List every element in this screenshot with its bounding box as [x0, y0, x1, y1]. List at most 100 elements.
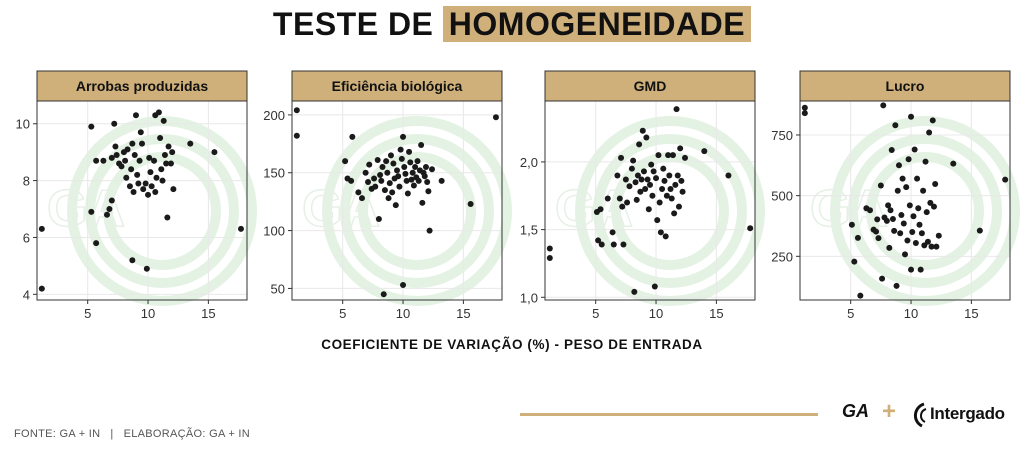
page-title: TESTE DE HOMOGENEIDADE: [0, 6, 1024, 43]
data-point: [917, 266, 924, 273]
data-point: [892, 122, 899, 129]
data-point: [848, 221, 855, 228]
data-point: [851, 258, 858, 265]
data-point: [153, 174, 160, 181]
data-point: [408, 176, 415, 183]
title-highlight: HOMOGENEIDADE: [442, 6, 752, 42]
data-point: [167, 160, 174, 167]
data-point: [616, 195, 623, 202]
data-point: [146, 154, 153, 161]
x-tick-label: 5: [339, 306, 346, 321]
data-point: [293, 107, 300, 114]
y-tick-label: 6: [23, 230, 30, 245]
data-point: [918, 230, 925, 237]
data-point: [426, 227, 433, 234]
watermark-arc: [358, 152, 476, 270]
data-point: [926, 129, 933, 136]
data-point: [111, 120, 118, 127]
footer-elaboration: ELABORAÇÃO: GA + IN: [123, 428, 251, 440]
y-tick-label: 100: [263, 224, 285, 239]
x-tick-label: 10: [396, 306, 410, 321]
y-tick-label: 1,5: [520, 223, 538, 238]
footer-source: FONTE: GA + IN: [14, 428, 101, 440]
x-tick-label: 5: [592, 306, 599, 321]
data-point: [389, 189, 396, 196]
y-tick-label: 250: [771, 249, 793, 264]
data-point: [170, 186, 177, 193]
data-point: [880, 102, 887, 109]
data-point: [379, 163, 386, 170]
plus-sign: +: [882, 398, 897, 425]
y-tick-label: 200: [263, 108, 285, 123]
data-point: [663, 192, 670, 199]
scatter-panels: Arrobas produzidas GA 5 10 15 4 6 8 10 Eficiência…: [16, 70, 1020, 321]
data-point: [645, 206, 652, 213]
data-point: [626, 183, 633, 190]
panel-title-3: GMD: [634, 78, 667, 94]
data-point: [650, 168, 657, 175]
data-point: [145, 191, 152, 198]
data-point: [637, 188, 644, 195]
data-point: [381, 187, 388, 194]
x-tick-label: 10: [141, 306, 155, 321]
data-point: [157, 134, 164, 141]
data-point: [903, 184, 910, 191]
data-point: [135, 180, 142, 187]
data-point: [610, 241, 617, 248]
data-point: [920, 187, 927, 194]
data-point: [187, 140, 194, 147]
data-point: [380, 291, 387, 298]
footer: FONTE: GA + IN | ELABORAÇÃO: GA + IN: [14, 428, 250, 440]
data-point: [659, 185, 666, 192]
data-point: [412, 163, 419, 170]
data-point: [630, 157, 637, 164]
data-point: [383, 158, 390, 165]
data-point: [628, 165, 635, 172]
data-point: [124, 146, 131, 153]
data-point: [372, 183, 379, 190]
data-point: [140, 186, 147, 193]
data-point: [348, 177, 355, 184]
data-point: [874, 216, 881, 223]
data-point: [914, 175, 921, 182]
data-point: [665, 152, 672, 159]
data-point: [899, 175, 906, 182]
data-point: [891, 227, 898, 234]
data-point: [933, 243, 940, 250]
data-point: [902, 251, 908, 258]
data-point: [163, 160, 170, 167]
y-tick-label: 50: [271, 281, 285, 296]
data-point: [875, 235, 882, 242]
logos: GA + Intergado: [838, 397, 1018, 433]
footer-separator: |: [110, 428, 114, 440]
data-point: [678, 177, 685, 184]
data-point: [378, 177, 385, 184]
data-point: [912, 239, 919, 246]
data-point: [930, 203, 937, 210]
panel-border-2: [291, 100, 503, 301]
data-point: [624, 199, 631, 206]
data-point: [160, 117, 167, 124]
data-point: [915, 205, 922, 212]
data-point: [661, 177, 668, 184]
data-point: [429, 166, 435, 173]
watermark-logo: GA: [47, 180, 125, 238]
data-point: [421, 173, 428, 180]
data-point: [655, 152, 662, 159]
data-point: [467, 200, 474, 207]
data-point: [104, 211, 110, 218]
y-tick-label: 1,0: [520, 290, 538, 305]
intergado-icon: [914, 402, 927, 428]
y-tick-label: 150: [263, 166, 285, 181]
data-point: [169, 149, 176, 156]
data-point: [384, 169, 391, 176]
data-point: [674, 172, 681, 179]
data-point: [164, 214, 171, 221]
data-point: [126, 183, 133, 190]
data-point: [857, 292, 864, 299]
data-point: [636, 141, 643, 148]
data-point: [644, 176, 651, 183]
x-tick-label: 15: [456, 306, 470, 321]
data-point: [392, 202, 399, 209]
data-point: [647, 181, 653, 188]
